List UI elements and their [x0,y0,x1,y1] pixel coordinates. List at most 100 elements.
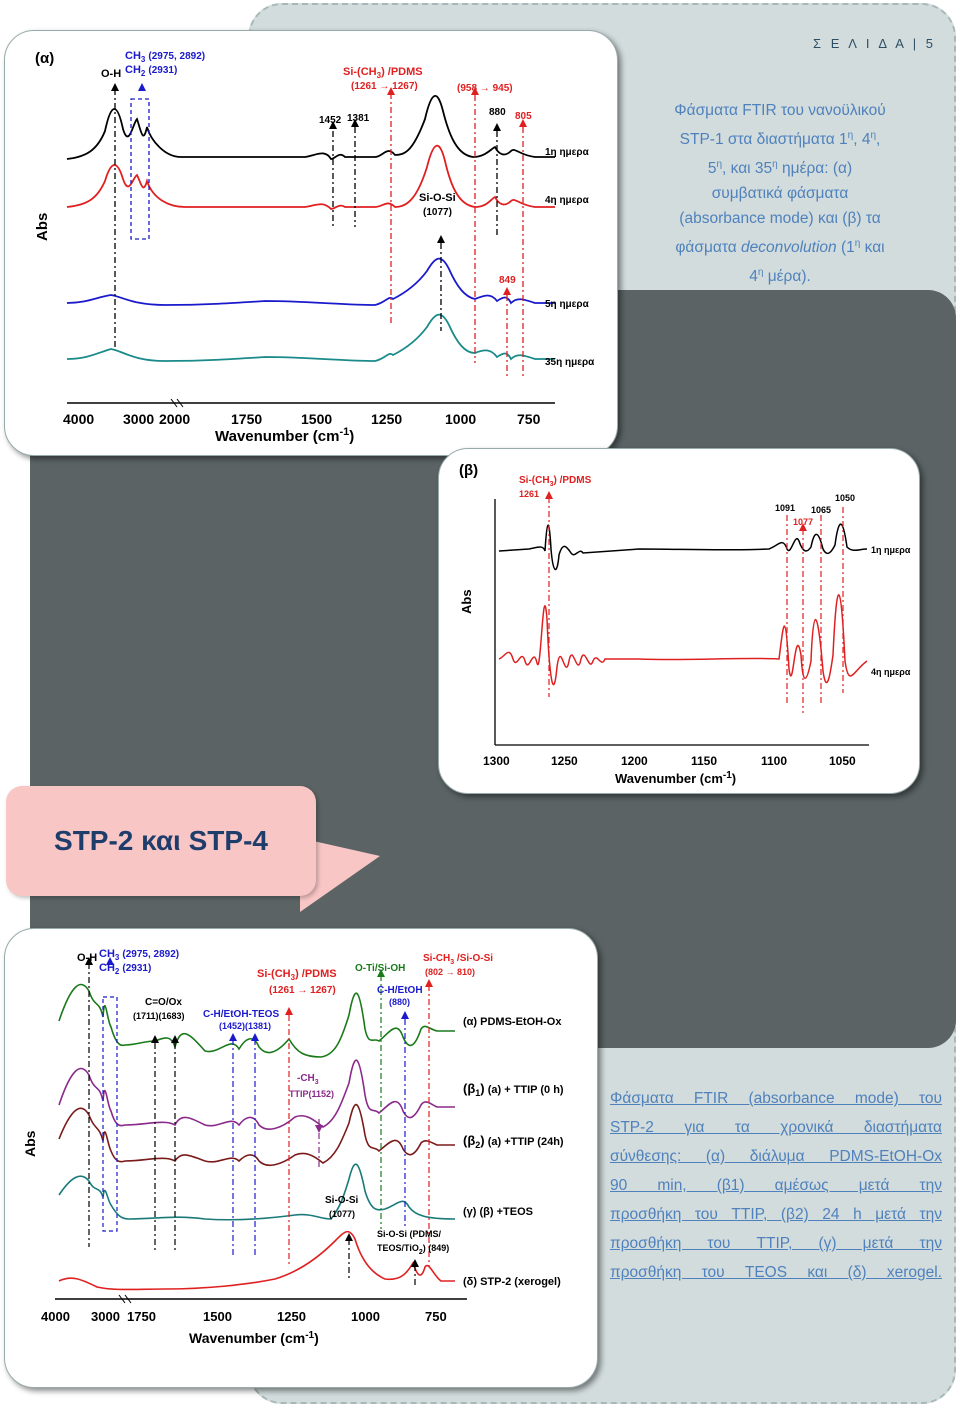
label-c-ch2: CH2 (2931) [99,962,151,976]
tick-label: 1050 [829,754,856,768]
label-c-802: (802 → 810) [425,967,475,977]
label-b-1261: 1261 [519,489,539,499]
label-1452: 1452 [319,115,342,126]
series-3 [66,257,555,306]
label-c-ttip-vals: TTIP(1152) [289,1089,334,1099]
figure-b: (β) Abs 1300 1250 1200 1150 1100 1050 Wa… [459,462,911,786]
tick-label: 750 [425,1309,447,1324]
label-c-co: C=O/Ox [145,997,182,1008]
tick-label: 1150 [691,754,717,768]
label-880: 880 [489,107,506,118]
series-label-c-gamma: (γ) (β) +TEOS [463,1206,533,1218]
series-label: 4η ημερα [871,667,911,677]
series-b2 [498,594,868,686]
series-label-c-beta2: (β2) (a) +TTIP (24h) [463,1133,564,1150]
series-2 [66,145,555,210]
label-siosi: Si-O-Si [419,192,456,204]
caption-line: προσθήκη του TTIP, (γ) μετά την [610,1235,942,1252]
label-c-oti: O-Ti/Si-OH [355,963,405,974]
tick-label: 750 [517,411,541,427]
page-header: Σ Ε Λ Ι Δ Α | 5 [813,36,936,51]
tick-label: 4000 [63,411,94,427]
label-c-siosi2b: TEOS/TiO2) (849) [377,1243,449,1256]
figure-b-xlabel: Wavenumber (cm-1) [615,770,736,786]
figure-c-frame: Abs 4000 3000 1750 1500 1250 1000 750 Wa… [4,928,598,1388]
label-b-1050: 1050 [835,493,855,503]
label-b-1065: 1065 [811,505,831,515]
figure-b-ylabel: Abs [459,589,474,614]
series-4 [66,313,555,362]
figure-a-panel: (α) [35,50,54,67]
figure-a-xlabel: Wavenumber (cm-1) [215,426,354,445]
label-c-cheth: C-H/EtOH [377,985,423,996]
caption-line: 90 min, (β1) αμέσως μετά την [610,1177,942,1194]
tick-label: 4000 [41,1309,70,1324]
tick-label: 1250 [371,411,402,427]
tick-label: 1000 [351,1309,380,1324]
section-title: STP-2 και STP-4 [54,825,268,856]
caption-line: Φάσματα FTIR (absorbance mode) του [610,1090,942,1107]
tick-label: 1200 [621,754,648,768]
caption-top: Φάσματα FTIR του νανοϋλικού STP-1 στα δι… [674,102,886,286]
figure-b-frame: (β) Abs 1300 1250 1200 1150 1100 1050 Wa… [438,448,920,794]
series-c-gamma [58,1163,456,1221]
series-label: 5η ημερα [545,299,590,310]
label-oh: O-H [101,68,121,80]
label-805: 805 [515,111,532,122]
caption-line: προσθήκη του TTIP, (β2) 24 h μετά την [610,1206,942,1223]
caption-line: προσθήκη του TEOS και (δ) xerogel. [610,1264,942,1281]
tick-label: 1300 [483,754,510,768]
series-c-beta2 [58,1103,455,1167]
label-b-1091: 1091 [775,503,795,513]
figure-c: Abs 4000 3000 1750 1500 1250 1000 750 Wa… [22,948,564,1346]
label-c-chteos: C-H/EtOH-TEOS [203,1009,279,1020]
caption-bottom: Φάσματα FTIR (absorbance mode) του STP-2… [610,1084,942,1287]
label-c-sich3: Si-(CH3) /PDMS [257,968,337,982]
tick-label: 2000 [159,411,190,427]
label-b-1077: 1077 [793,517,813,527]
label-c-sich3-range: (1261 → 1267) [269,985,336,996]
tick-label: 1250 [551,754,578,768]
series-label: 1η ημερα [871,545,911,555]
label-c-co-vals: (1711)(1683) [133,1011,185,1021]
label-849: 849 [499,275,516,286]
series-label: 4η ημερα [545,195,590,206]
label-ch2: CH2 (2931) [125,64,177,78]
tick-label: 1500 [301,411,332,427]
series-b1 [498,523,868,570]
label-sich3-range: (1261 → 1267) [351,81,418,92]
figure-c-ylabel: Abs [22,1130,38,1157]
series-c-beta1 [58,1059,455,1130]
label-sich3: Si-(CH3) /PDMS [343,66,423,80]
figure-b-panel: (β) [459,462,478,479]
tick-label: 3000 [91,1309,120,1324]
series-1 [66,95,555,160]
series-label: 1η ημερα [545,147,590,158]
section-title-box: STP-2 και STP-4 [6,786,316,896]
label-1077: (1077) [423,207,452,218]
tick-label: 3000 [123,411,154,427]
label-c-880: (880) [389,997,410,1007]
label-c-1077: (1077) [329,1209,355,1219]
series-label-c-alpha: (α) PDMS-EtOH-Ox [463,1016,562,1028]
figure-c-xlabel: Wavenumber (cm-1) [189,1330,319,1346]
tick-label: 1750 [127,1309,156,1324]
label-c-ch3: CH3 (2975, 2892) [99,948,179,962]
figure-a: (α) Abs 4000 3000 2000 1750 1500 1250 10… [34,50,595,445]
label-c-ttip: -CH3 [297,1073,319,1086]
tick-label: 1100 [761,754,787,768]
label-1381: 1381 [347,113,370,124]
tick-label: 1500 [203,1309,232,1324]
series-label: 35η ημερα [545,357,595,368]
series-label-c-delta: (δ) STP-2 (xerogel) [463,1276,561,1288]
label-c-chteos-vals: (1452)(1381) [219,1021,271,1031]
label-c-sich3b: Si-CH3 /Si-O-Si [423,953,493,966]
series-label-c-beta1: (β1) (a) + TTIP (0 h) [463,1081,564,1098]
figure-a-frame: (α) Abs 4000 3000 2000 1750 1500 1250 10… [4,30,618,456]
label-c-siosi: Si-O-Si [325,1195,359,1206]
caption-line: σύνθεσης: (α) διάλυμα PDMS-EtOH-Ox [610,1148,942,1165]
label-b-sich3: Si-(CH3) /PDMS [519,475,592,488]
label-958: (958 → 945) [457,83,513,94]
tick-label: 1250 [277,1309,306,1324]
caption-line: STP-2 για τα χρονικά διαστήματα [610,1119,942,1136]
